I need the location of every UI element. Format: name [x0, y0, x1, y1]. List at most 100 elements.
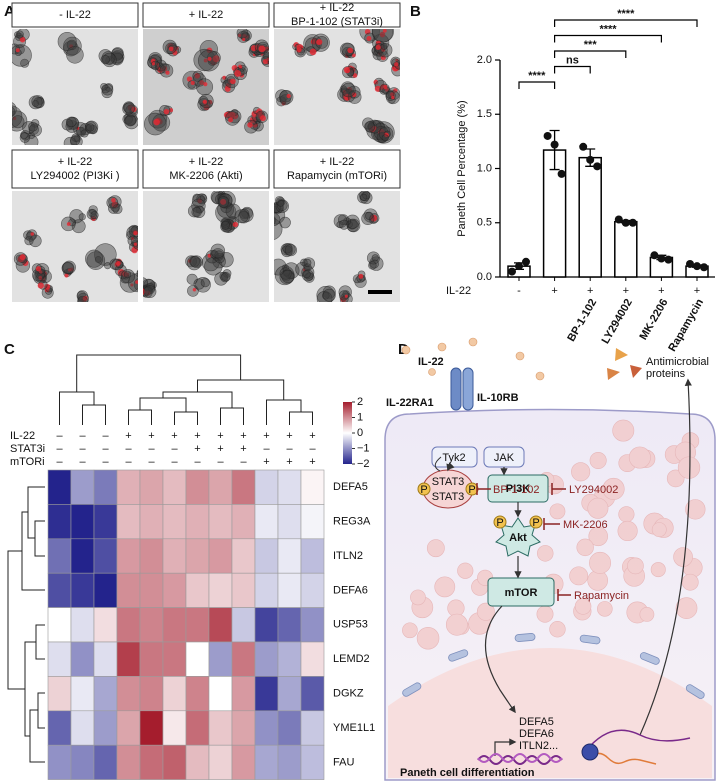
heatmap-cell	[93, 504, 118, 540]
heatmap-cell	[162, 572, 187, 608]
treatment-value: -	[517, 285, 521, 297]
annotation-value: –	[309, 443, 316, 455]
kinase-label: Tyk2	[442, 452, 465, 464]
node-label: mTOR	[505, 587, 538, 599]
heatmap-cell	[254, 744, 279, 780]
annotation-value: +	[194, 430, 200, 442]
heatmap-cell	[254, 504, 279, 540]
data-point	[586, 155, 595, 164]
heatmap-cell	[139, 641, 164, 677]
bar	[614, 220, 638, 278]
annotation-value: –	[263, 443, 270, 455]
data-point	[508, 267, 516, 276]
diagram-labels: IL-22 Antimicrobial proteins IL-22RA1 IL…	[386, 356, 709, 779]
gene-label: ITLN2...	[519, 740, 558, 752]
annotation-value: –	[125, 443, 132, 455]
heatmap-cell	[300, 538, 325, 574]
heatmap-cell	[231, 676, 256, 712]
heatmap-cell	[231, 572, 256, 608]
colorbar-tick-label: 1	[357, 411, 363, 423]
heatmap-cell	[231, 710, 256, 746]
heatmap-cell	[116, 676, 141, 712]
heatmap-cell	[47, 676, 72, 712]
heatmap-cell	[254, 469, 279, 505]
significance-label: ****	[617, 8, 635, 20]
micrograph	[12, 191, 138, 302]
row-label: DEFA5	[333, 481, 368, 493]
row-label: USP53	[333, 619, 368, 631]
heatmap-cell	[139, 572, 164, 608]
heatmap-cell	[47, 641, 72, 677]
error-bar	[549, 129, 560, 171]
colorbar-tick-label: 0	[357, 427, 363, 439]
treatment-value: +	[551, 285, 557, 297]
heatmap-cell	[231, 744, 256, 780]
annotation-value: –	[102, 443, 109, 455]
bar	[578, 156, 602, 278]
significance-bracket	[554, 34, 662, 43]
heatmap-cell	[139, 710, 164, 746]
phospho-label: P	[420, 484, 427, 496]
significance-bracket	[554, 50, 627, 58]
heatmap-cell	[93, 710, 118, 746]
annotation-value: +	[309, 456, 315, 468]
row-label: REG3A	[333, 516, 371, 528]
heatmap-cell	[277, 504, 302, 540]
data-point	[621, 218, 630, 227]
significance-bracket	[518, 81, 556, 89]
data-point	[579, 142, 588, 151]
heatmap-cell	[208, 676, 233, 712]
heatmap-cell	[47, 504, 72, 540]
heatmap-cell	[231, 641, 256, 677]
heatmap-cell	[254, 676, 279, 712]
annotation-value: –	[102, 456, 109, 468]
image-title: + IL-22	[58, 156, 93, 168]
annotation-value: +	[240, 430, 246, 442]
x-tick-label: BP-1-102	[565, 297, 599, 344]
data-point	[543, 131, 552, 140]
treatment-label: IL-22	[446, 285, 471, 297]
image-title-box	[142, 149, 270, 189]
data-point	[664, 255, 673, 264]
heatmap-cell	[70, 607, 95, 643]
image-title-box	[11, 2, 139, 28]
annotation-value: –	[125, 456, 132, 468]
heatmap-cell	[162, 538, 187, 574]
significance-label: ns	[566, 54, 579, 66]
heatmap-cell	[116, 504, 141, 540]
annotation-value: +	[125, 430, 131, 442]
heatmap-cell	[185, 469, 210, 505]
heatmap-cell	[162, 469, 187, 505]
heatmap-cell	[254, 538, 279, 574]
column-dendrogram	[59, 354, 313, 425]
colorbar-tick-label: −2	[357, 458, 370, 470]
inhibitor-label: Rapamycin	[574, 590, 629, 602]
data-point	[650, 251, 659, 260]
image-title: Rapamycin (mTORi)	[287, 170, 387, 182]
heatmap-cell	[70, 710, 95, 746]
annotation-value: –	[194, 456, 201, 468]
heatmap-cell	[231, 504, 256, 540]
y-tick-label: 0.0	[477, 271, 492, 283]
significance-label: ****	[599, 23, 617, 35]
heatmap-cell	[185, 676, 210, 712]
heatmap-cell	[185, 538, 210, 574]
image-title-box	[11, 149, 139, 189]
annotation-value: –	[79, 430, 86, 442]
row-label: DGKZ	[333, 688, 364, 700]
heatmap-cell	[162, 641, 187, 677]
annotation-value: +	[240, 443, 246, 455]
node-label: PI3K	[506, 483, 531, 495]
heatmap-cell	[300, 744, 325, 780]
heatmap-cell	[231, 607, 256, 643]
heatmap-cell	[70, 572, 95, 608]
heatmap-cell	[277, 607, 302, 643]
annotation-value: +	[286, 430, 292, 442]
row-dendrogram	[7, 486, 45, 763]
micrograph	[274, 191, 400, 302]
heatmap-cell	[47, 538, 72, 574]
annotation-value: +	[309, 430, 315, 442]
annotation-value: –	[102, 430, 109, 442]
gene-label: DEFA5	[519, 716, 554, 728]
heatmap-cell	[254, 572, 279, 608]
